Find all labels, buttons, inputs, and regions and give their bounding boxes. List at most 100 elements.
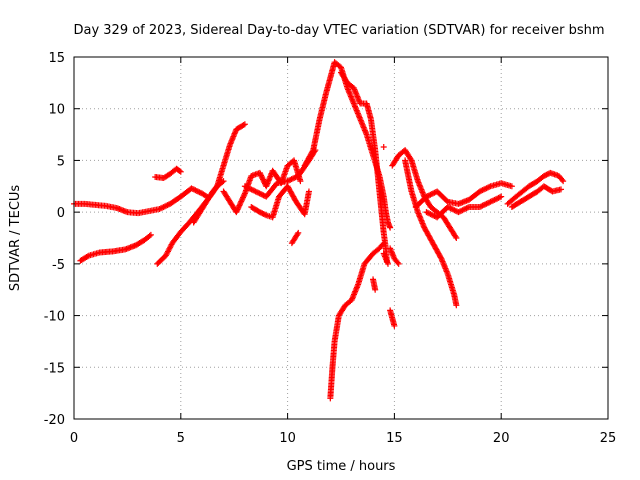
data-point: [447, 205, 454, 212]
data-point: [508, 183, 515, 190]
data-point: [428, 211, 435, 218]
data-point: [287, 176, 294, 183]
data-point: [157, 205, 164, 212]
plot-frame: [73, 56, 609, 420]
axis-ticks: [73, 56, 609, 420]
data-point: [478, 187, 485, 194]
data-point: [240, 194, 247, 201]
data-point: [236, 201, 243, 208]
data-point: [452, 207, 459, 214]
data-point: [482, 185, 489, 192]
data-point: [236, 202, 243, 209]
data-point: [482, 201, 489, 208]
data-point: [291, 174, 298, 181]
data-point: [479, 187, 486, 194]
data-point: [284, 178, 291, 185]
data-point: [177, 168, 184, 175]
data-point: [256, 169, 263, 176]
data-point: [252, 188, 259, 195]
data-point: [478, 203, 485, 210]
data-point: [476, 203, 483, 210]
data-point: [192, 187, 199, 194]
data-point: [372, 286, 379, 293]
y-tick-label: 0: [57, 206, 65, 221]
y-tick-label: 10: [48, 103, 65, 118]
data-point: [380, 143, 387, 150]
x-tick-label: 15: [386, 431, 403, 446]
data-point: [294, 231, 301, 238]
data-point: [452, 233, 459, 240]
y-tick-label: 5: [57, 154, 65, 169]
data-point: [451, 207, 458, 214]
x-tick-label: 10: [279, 431, 296, 446]
data-point: [498, 193, 505, 200]
data-point: [428, 191, 435, 198]
data-point: [446, 204, 453, 211]
data-point: [491, 196, 498, 203]
data-point: [407, 156, 414, 163]
data-point: [234, 206, 241, 213]
data-point: [394, 259, 401, 266]
data-point: [259, 191, 266, 198]
data-point: [462, 205, 469, 212]
data-point: [253, 189, 260, 196]
data-point: [459, 207, 466, 214]
data-point: [464, 204, 471, 211]
data-point: [448, 205, 455, 212]
x-tick-labels: 0 5 10 15 20 25: [70, 431, 616, 446]
data-point: [486, 199, 493, 206]
data-point: [159, 204, 166, 211]
x-tick-label: 20: [493, 431, 510, 446]
x-tick-label: 25: [600, 431, 617, 446]
x-axis-label: GPS time / hours: [287, 459, 396, 474]
data-point: [444, 203, 451, 210]
data-point: [463, 205, 470, 212]
data-point: [492, 196, 499, 203]
x-tick-label: 0: [70, 431, 78, 446]
data-point: [260, 176, 267, 183]
data-point: [490, 197, 497, 204]
data-point: [486, 183, 493, 190]
y-tick-label: -10: [44, 310, 65, 325]
data-point: [289, 175, 296, 182]
data-point: [560, 178, 567, 185]
data-point: [195, 188, 202, 195]
data-point: [483, 200, 490, 207]
data-point: [240, 121, 247, 128]
data-points: [71, 59, 567, 402]
data-point: [285, 177, 292, 184]
data-point: [292, 174, 299, 181]
data-point: [488, 198, 495, 205]
data-point: [146, 232, 153, 239]
y-tick-label: -5: [52, 258, 65, 273]
data-point: [160, 204, 167, 211]
data-point: [426, 192, 433, 199]
data-point: [495, 194, 502, 201]
data-point: [241, 183, 248, 190]
data-point: [479, 202, 486, 209]
data-point: [483, 185, 490, 192]
data-point: [423, 193, 430, 200]
data-point: [259, 175, 266, 182]
data-point: [239, 195, 246, 202]
data-point: [484, 184, 491, 191]
data-point: [453, 302, 460, 309]
data-point: [245, 185, 252, 192]
data-point: [480, 202, 487, 209]
data-point: [243, 183, 250, 190]
data-point: [249, 187, 256, 194]
data-point: [241, 121, 248, 128]
data-point: [395, 260, 402, 267]
data-point: [430, 190, 437, 197]
data-point: [309, 148, 316, 155]
data-point: [427, 211, 434, 218]
data-point: [233, 209, 240, 216]
data-point: [458, 207, 465, 214]
data-point: [176, 168, 183, 175]
data-point: [387, 224, 394, 231]
data-point: [487, 198, 494, 205]
data-point: [161, 203, 168, 210]
data-point: [423, 209, 430, 216]
data-point: [424, 209, 431, 216]
data-point: [241, 191, 248, 198]
